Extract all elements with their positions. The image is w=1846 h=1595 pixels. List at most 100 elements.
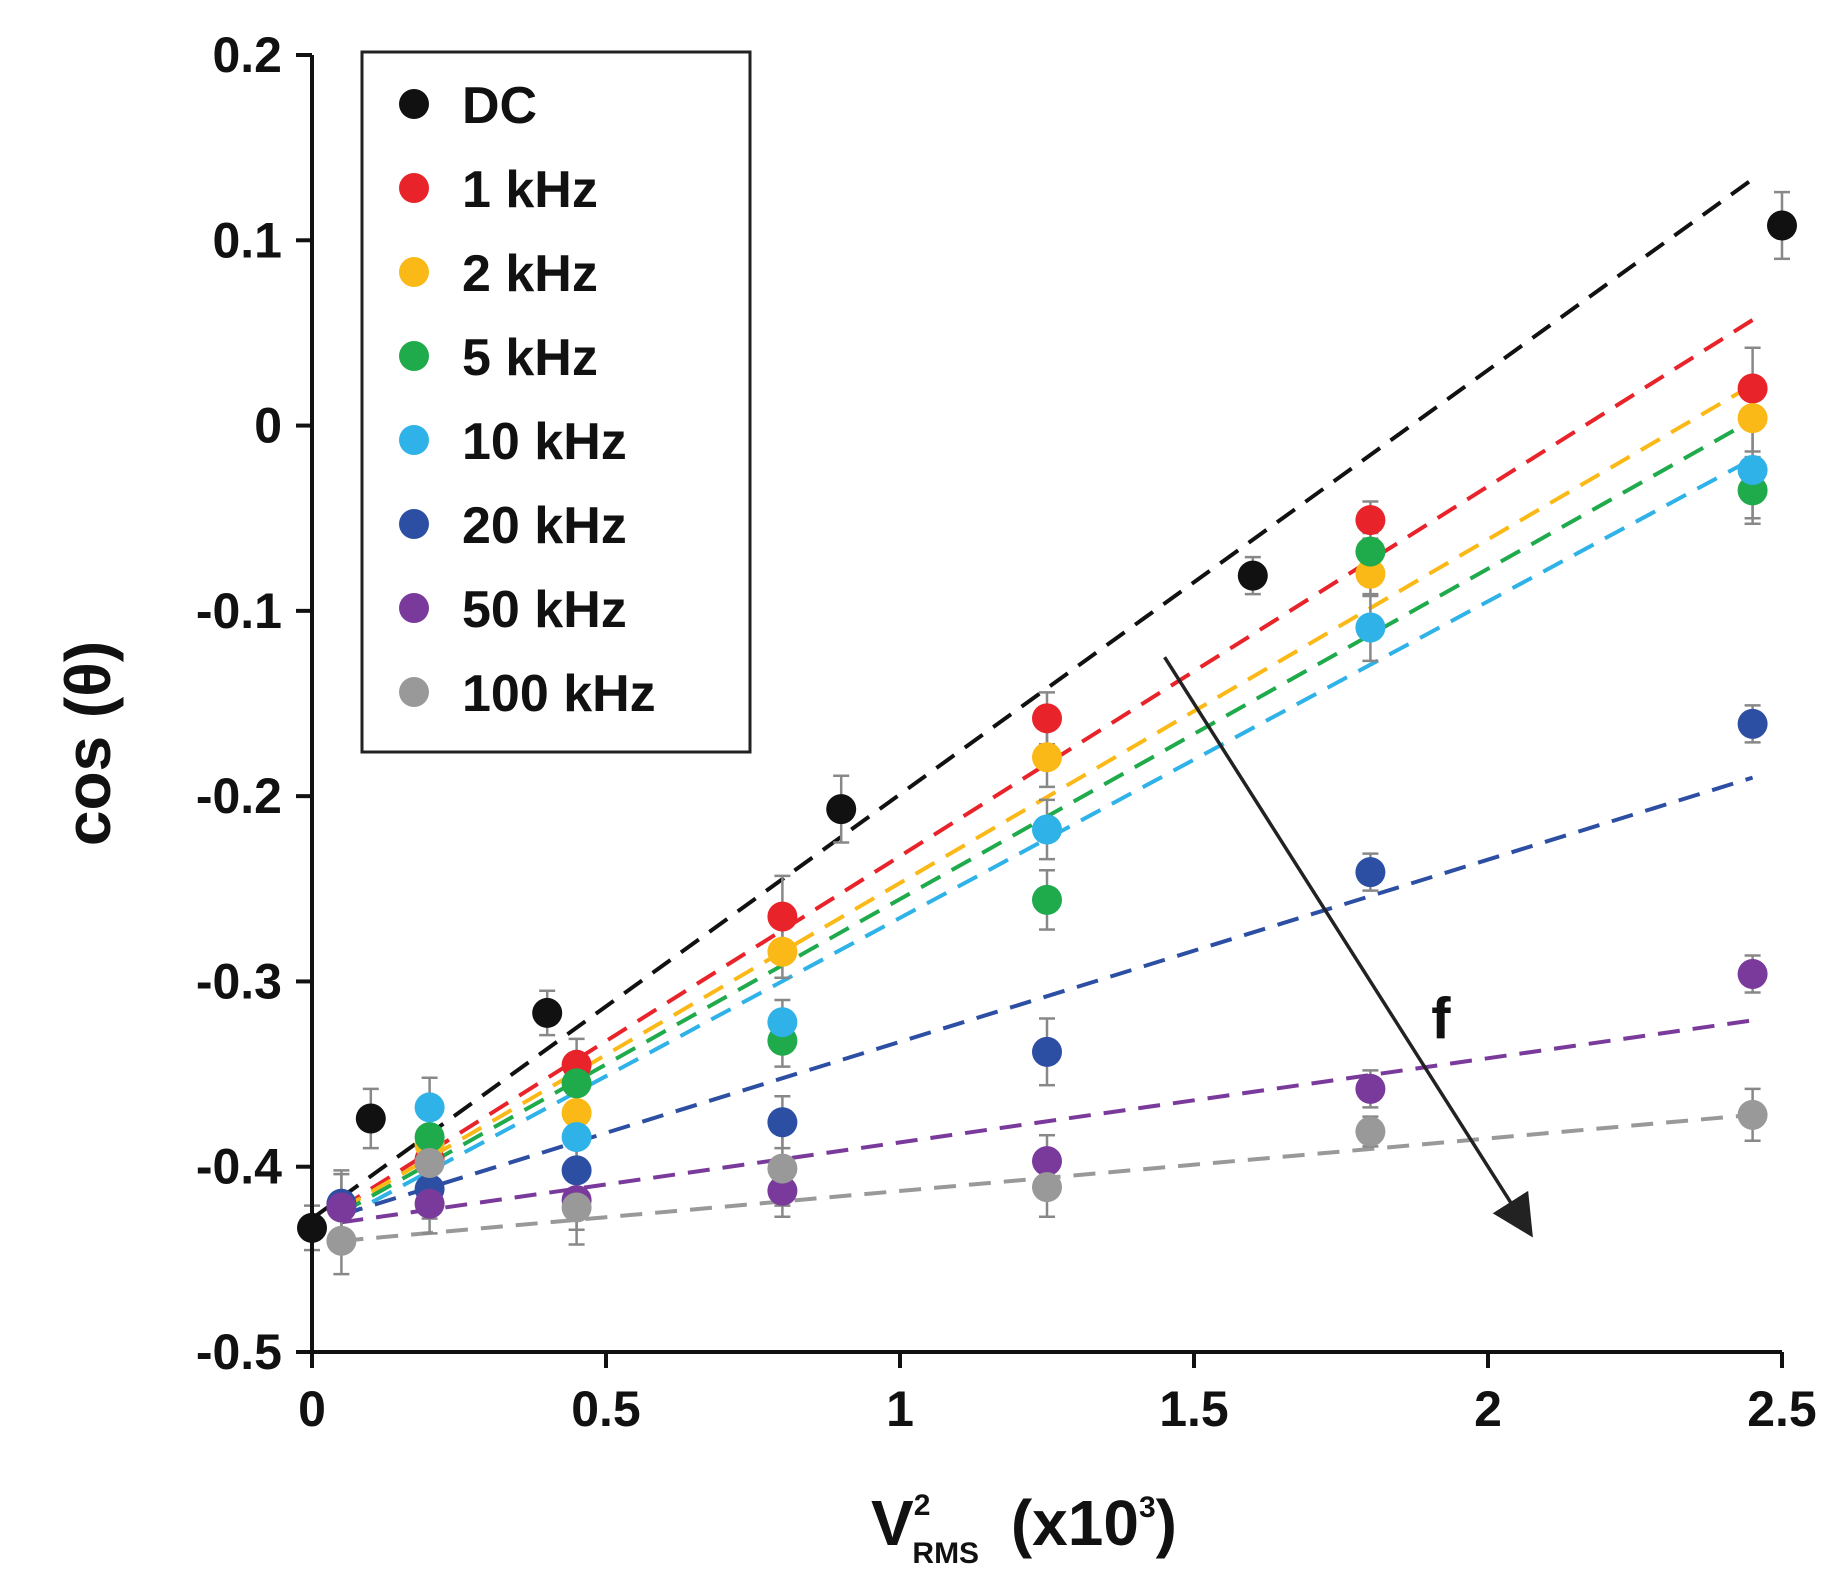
- data-point-10-khz: [767, 1007, 798, 1038]
- y-tick-label: -0.5: [196, 1324, 282, 1380]
- data-point-20-khz: [1032, 1036, 1062, 1067]
- x-tick-label: 0.5: [571, 1381, 641, 1437]
- legend-marker: [399, 341, 429, 371]
- y-tick-label: 0.2: [212, 27, 282, 83]
- data-point-5-khz: [561, 1068, 592, 1099]
- data-point-20-khz: [561, 1155, 592, 1186]
- fit-line-2-khz: [340, 383, 1754, 1212]
- fit-line-10-khz: [340, 457, 1754, 1221]
- x-axis-title-text: V2 RMS (x103): [871, 1487, 1177, 1570]
- data-point-50-khz: [1355, 1073, 1386, 1104]
- data-point-10-khz: [1737, 455, 1768, 486]
- axes: -0.5 -0.4 -0.3 -0.2 -0.1 0 0.1 0.2 0 0.5 1 1.5 2 2.5 c…: [52, 27, 1817, 1570]
- frequency-arrow: [1163, 656, 1533, 1238]
- data-point-20-khz: [1355, 857, 1386, 888]
- legend-marker: [399, 677, 429, 707]
- x-axis-title-suffix-end: ): [1156, 1487, 1177, 1559]
- y-tick-label: -0.1: [196, 583, 282, 639]
- data-point-dc: [1767, 210, 1797, 241]
- x-axis-title-sup: 2: [914, 1489, 931, 1522]
- data-point-10-khz: [414, 1092, 445, 1123]
- data-point-1-khz: [767, 901, 798, 932]
- data-point-dc: [355, 1103, 386, 1134]
- x-axis-title-suffix: (x10: [993, 1487, 1139, 1559]
- legend-label: 10 kHz: [462, 413, 627, 471]
- data-point-50-khz: [1032, 1146, 1062, 1177]
- data-point-2-khz: [1032, 742, 1062, 773]
- data-point-100-khz: [414, 1148, 445, 1179]
- legend-marker: [399, 173, 429, 203]
- legend-label: 5 kHz: [462, 329, 598, 387]
- legend-marker: [399, 593, 429, 623]
- legend-label: 100 kHz: [462, 665, 656, 723]
- legend-item-1-khz: 1 kHz: [399, 161, 598, 219]
- legend-item-5-khz: 5 kHz: [399, 329, 598, 387]
- data-point-10-khz: [1032, 814, 1062, 845]
- x-axis-title: V2 RMS (x103): [871, 1487, 1177, 1570]
- data-point-dc: [1237, 560, 1268, 591]
- legend-label: 2 kHz: [462, 245, 598, 303]
- y-tick-label: -0.3: [196, 953, 282, 1009]
- data-point-100-khz: [326, 1225, 357, 1256]
- data-point-5-khz: [1355, 536, 1386, 567]
- x-axis-title-suffix-sup: 3: [1139, 1491, 1156, 1524]
- data-point-10-khz: [561, 1122, 592, 1153]
- x-tick-label: 1: [886, 1381, 914, 1437]
- y-tick-label: -0.4: [196, 1139, 282, 1195]
- data-point-2-khz: [1355, 558, 1386, 589]
- x-axis-title-sub: RMS: [912, 1537, 979, 1570]
- legend-marker: [399, 257, 429, 287]
- frequency-arrow-label: f: [1431, 986, 1451, 1051]
- y-tick-label: 0: [254, 398, 282, 454]
- data-point-100-khz: [1737, 1099, 1768, 1130]
- data-point-2-khz: [561, 1097, 592, 1128]
- data-point-2-khz: [767, 936, 798, 967]
- data-point-1-khz: [1032, 703, 1062, 734]
- y-tick-label: 0.1: [212, 212, 282, 268]
- data-point-1-khz: [1355, 505, 1386, 536]
- data-point-50-khz: [414, 1188, 445, 1219]
- x-tick-label: 0: [298, 1381, 326, 1437]
- data-point-10-khz: [1355, 612, 1386, 643]
- frequency-arrow-annotation: f: [1163, 656, 1533, 1238]
- y-tick-label: -0.2: [196, 768, 282, 824]
- legend-label: DC: [462, 77, 537, 135]
- data-point-20-khz: [767, 1107, 798, 1138]
- legend-label: 20 kHz: [462, 497, 627, 555]
- x-axis-title-main: V: [871, 1487, 914, 1559]
- data-point-dc: [532, 997, 563, 1028]
- data-point-20-khz: [1737, 708, 1768, 739]
- legend-label: 1 kHz: [462, 161, 598, 219]
- legend: DC 1 kHz 2 kHz 5 kHz 10 kHz 20 kHz 50 kHz 100 k…: [360, 50, 752, 754]
- legend-item-2-khz: 2 kHz: [399, 245, 598, 303]
- data-point-50-khz: [767, 1175, 798, 1206]
- y-axis-title: cos (θ): [52, 641, 124, 846]
- legend-label: 50 kHz: [462, 581, 627, 639]
- x-tick-label: 2: [1474, 1381, 1502, 1437]
- legend-item-dc: DC: [399, 77, 537, 135]
- data-point-100-khz: [561, 1192, 592, 1223]
- data-point-1-khz: [1737, 373, 1768, 404]
- legend-item-20-khz: 20 kHz: [399, 497, 627, 555]
- x-tick-label: 1.5: [1159, 1381, 1229, 1437]
- data-points: [297, 210, 1797, 1256]
- legend-item-100-khz: 100 kHz: [399, 665, 656, 723]
- data-point-dc: [826, 794, 857, 825]
- legend-item-50-khz: 50 kHz: [399, 581, 627, 639]
- legend-box: [360, 50, 752, 754]
- legend-item-10-khz: 10 kHz: [399, 413, 627, 471]
- fit-line-50-khz: [341, 1018, 1753, 1225]
- data-point-100-khz: [1032, 1172, 1062, 1203]
- fit-line-dc: [310, 177, 1754, 1221]
- data-point-2-khz: [1737, 403, 1768, 434]
- legend-marker: [399, 509, 429, 539]
- data-point-100-khz: [767, 1153, 798, 1184]
- data-point-50-khz: [326, 1192, 357, 1223]
- x-tick-label: 2.5: [1747, 1381, 1817, 1437]
- data-point-5-khz: [414, 1122, 445, 1153]
- legend-marker: [399, 89, 429, 119]
- legend-marker: [399, 425, 429, 455]
- data-point-50-khz: [1737, 959, 1768, 990]
- data-point-100-khz: [1355, 1116, 1386, 1147]
